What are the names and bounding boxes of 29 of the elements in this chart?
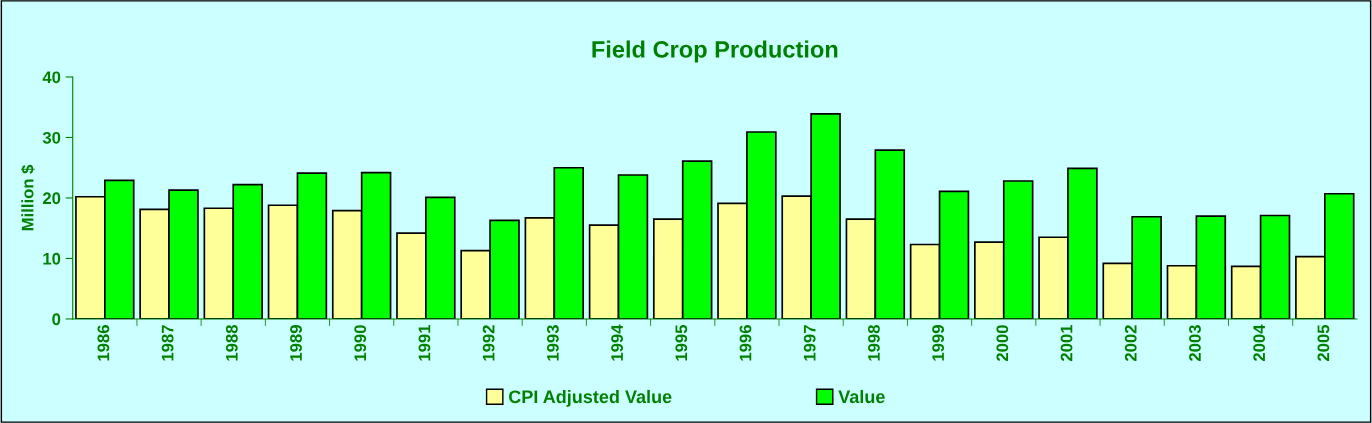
y-axis-title: Million $: [20, 164, 35, 231]
x-tick-label: 1998: [868, 325, 880, 361]
x-tick-label: 1994: [611, 324, 623, 361]
x-tick-label: 1995: [675, 324, 688, 361]
x-tick-label: 2001: [1060, 324, 1073, 361]
x-tick-label: 2003: [1189, 325, 1201, 361]
x-tick-label: 1991: [418, 324, 431, 361]
x-tick-label: 1993: [546, 325, 559, 361]
x-tick-label: 1996: [739, 325, 752, 361]
x-tick-label: 2002: [1124, 325, 1137, 361]
x-tick-label: 1988: [225, 325, 238, 361]
y-tick-label: 30: [42, 131, 61, 144]
x-tick-label: 2005: [1317, 324, 1330, 361]
chart-title: Field Crop Production: [592, 40, 838, 63]
x-tick-label: 1999: [932, 325, 945, 361]
x-tick-label: 1992: [482, 325, 495, 361]
x-tick-label: 2004: [1253, 324, 1266, 361]
y-tick-label: 10: [43, 252, 61, 265]
x-tick-label: 2000: [996, 325, 1009, 361]
x-tick-label: 1987: [161, 325, 174, 361]
y-tick-label: 0: [52, 313, 61, 326]
x-tick-label: 1986: [97, 325, 110, 361]
x-tick-label: 1989: [290, 325, 302, 361]
legend-label: Value: [838, 389, 885, 404]
y-tick-label: 40: [42, 71, 61, 84]
x-tick-label: 1997: [803, 325, 816, 361]
x-tick-label: 1990: [354, 325, 367, 361]
y-tick-label: 20: [42, 192, 61, 205]
legend-label: CPI Adjusted Value: [509, 389, 672, 407]
